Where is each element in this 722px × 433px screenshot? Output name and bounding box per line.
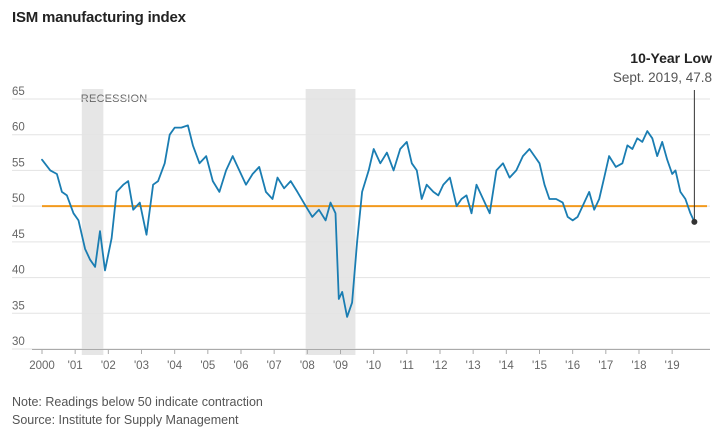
- x-tick-label: '14: [499, 360, 515, 372]
- y-tick-label: 65: [12, 86, 25, 98]
- chart-source: Source: Institute for Supply Management: [12, 413, 239, 427]
- x-tick-label: '01: [68, 360, 83, 372]
- x-tick-label: 2000: [29, 360, 55, 372]
- y-tick-label: 60: [12, 122, 25, 134]
- x-tick-label: '11: [400, 360, 414, 372]
- x-tick-label: '08: [300, 360, 315, 372]
- recession-band: [305, 89, 356, 355]
- x-tick-label: '16: [565, 360, 580, 372]
- y-tick-label: 50: [12, 193, 25, 205]
- x-tick-label: '10: [366, 360, 381, 372]
- chart-note: Note: Readings below 50 indicate contrac…: [12, 395, 263, 409]
- annotation-title: 10-Year Low: [630, 50, 712, 66]
- annotation-point: [691, 218, 698, 225]
- y-tick-label: 40: [12, 265, 25, 277]
- series-line: [41, 124, 696, 318]
- x-tick-label: '13: [466, 360, 481, 372]
- recession-band: [81, 89, 104, 355]
- y-tick-label: 35: [12, 300, 25, 312]
- x-tick-label: '04: [167, 360, 183, 372]
- gridlines: [12, 98, 710, 350]
- annotation-group: 10-Year Low Sept. 2019, 47.8: [613, 50, 712, 225]
- x-tick-label: '05: [200, 360, 215, 372]
- x-tick-label: '18: [631, 360, 646, 372]
- recession-bands: RECESSION: [81, 89, 356, 355]
- annotation-subtitle: Sept. 2019, 47.8: [613, 70, 712, 85]
- y-tick-label: 45: [12, 229, 25, 241]
- x-tick-label: '12: [432, 360, 447, 372]
- x-tick-label: '03: [134, 360, 149, 372]
- y-tick-label: 30: [12, 336, 25, 348]
- x-tick-label: '02: [101, 360, 116, 372]
- x-tick-label: '19: [665, 360, 680, 372]
- y-axis-labels: 30 35 40 45 50 55 60 65: [12, 86, 25, 348]
- x-tick-label: '09: [333, 360, 348, 372]
- x-tick-label: '07: [267, 360, 282, 372]
- x-tick-label: '17: [598, 360, 613, 372]
- y-tick-label: 55: [12, 157, 25, 169]
- x-tick-label: '15: [532, 360, 547, 372]
- chart-title: ISM manufacturing index: [12, 9, 186, 26]
- x-tick-label: '06: [233, 360, 248, 372]
- x-axis: 2000 '01 '02 '03 '04 '05 '06 '07 '08 '09 '10 '11 '12…: [29, 349, 710, 372]
- series-group: [41, 124, 696, 318]
